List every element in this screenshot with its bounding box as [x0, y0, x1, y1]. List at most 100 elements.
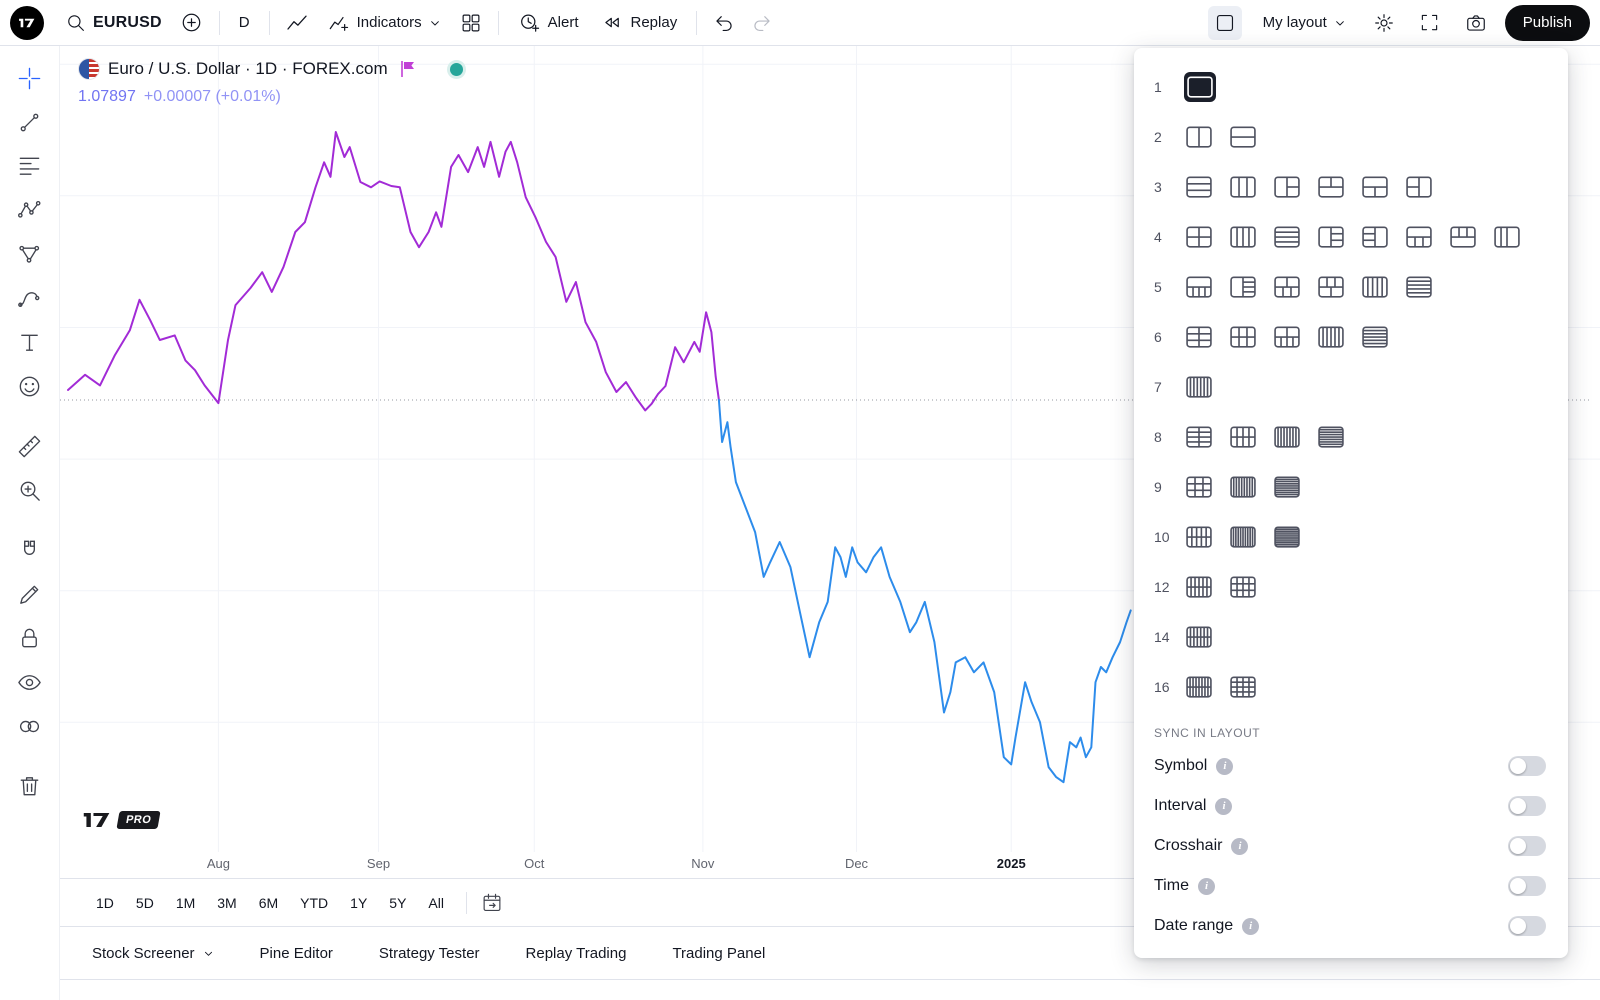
layout-option-4-3T1B[interactable] — [1448, 224, 1478, 250]
layout-option-5-3T2B[interactable] — [1316, 274, 1346, 300]
trend-line-tool[interactable] — [9, 102, 51, 142]
layout-option-3-1T2B[interactable] — [1360, 174, 1390, 200]
layout-option-5-1T4B[interactable] — [1184, 274, 1214, 300]
range-button-5y[interactable]: 5Y — [379, 890, 416, 916]
layout-option-9-c9[interactable] — [1228, 474, 1258, 500]
layout-option-6-c6[interactable] — [1316, 324, 1346, 350]
range-button-3m[interactable]: 3M — [207, 890, 246, 916]
undo-button[interactable] — [707, 6, 741, 40]
tab-replay-trading[interactable]: Replay Trading — [526, 945, 627, 962]
layout-option-1-g11[interactable] — [1184, 72, 1216, 102]
layout-option-2-r2[interactable] — [1228, 124, 1258, 150]
tab-trading-panel[interactable]: Trading Panel — [672, 945, 765, 962]
fib-retracement-tool[interactable] — [9, 146, 51, 186]
measure-ruler-tool[interactable] — [9, 426, 51, 466]
tab-stock-screener[interactable]: Stock Screener — [92, 945, 214, 962]
sync-symbol-toggle[interactable] — [1508, 756, 1546, 776]
range-button-ytd[interactable]: YTD — [290, 890, 338, 916]
sync-crosshair-toggle[interactable] — [1508, 836, 1546, 856]
info-icon[interactable]: i — [1242, 917, 1260, 935]
object-rings-tool[interactable] — [9, 706, 51, 746]
layout-option-8-g42[interactable] — [1228, 424, 1258, 450]
layout-option-12-g43[interactable] — [1228, 574, 1258, 600]
layout-option-16-g82[interactable] — [1184, 674, 1214, 700]
layout-option-5-2T3B[interactable] — [1272, 274, 1302, 300]
layout-option-4-1L3R[interactable] — [1316, 224, 1346, 250]
x-axis-label[interactable]: Aug — [206, 856, 231, 871]
sync-date-range-toggle[interactable] — [1508, 916, 1546, 936]
range-button-1y[interactable]: 1Y — [340, 890, 377, 916]
x-axis-label[interactable]: Sep — [366, 856, 391, 871]
magnet-tool[interactable] — [9, 530, 51, 570]
layout-option-16-g44[interactable] — [1228, 674, 1258, 700]
layout-name-button[interactable]: My layout — [1254, 6, 1355, 40]
layout-option-8-g24[interactable] — [1184, 424, 1214, 450]
layout-option-4-1T3B[interactable] — [1404, 224, 1434, 250]
tradingview-logo[interactable] — [10, 5, 44, 40]
interval-button[interactable]: D — [230, 6, 259, 40]
layout-option-4-c4L[interactable] — [1492, 224, 1522, 250]
publish-button[interactable]: Publish — [1504, 4, 1590, 41]
layout-option-6-g32[interactable] — [1228, 324, 1258, 350]
time-axis[interactable]: Aug Sep Oct Nov Dec 2025 — [60, 852, 1600, 878]
layout-option-3-c3[interactable] — [1228, 174, 1258, 200]
info-icon[interactable]: i — [1215, 797, 1233, 815]
layout-option-5-r5[interactable] — [1404, 274, 1434, 300]
indicators-button[interactable]: Indicators — [318, 6, 450, 40]
layout-option-3-1L2R[interactable] — [1272, 174, 1302, 200]
screenshot-camera-button[interactable] — [1459, 6, 1493, 40]
xabcd-pattern-tool[interactable] — [9, 190, 51, 230]
compare-add-button[interactable] — [175, 6, 209, 40]
layout-option-3-2L1R[interactable] — [1404, 174, 1434, 200]
x-axis-label[interactable]: 2025 — [996, 856, 1026, 871]
hide-drawings-tool[interactable] — [9, 662, 51, 702]
layout-option-4-3L1R[interactable] — [1360, 224, 1390, 250]
x-axis-label[interactable]: Dec — [844, 856, 869, 871]
layout-option-12-g62[interactable] — [1184, 574, 1214, 600]
range-button-6m[interactable]: 6M — [249, 890, 288, 916]
layout-option-7-c7[interactable] — [1184, 374, 1214, 400]
sync-interval-toggle[interactable] — [1508, 796, 1546, 816]
layout-option-9-r9[interactable] — [1272, 474, 1302, 500]
crosshair-tool[interactable] — [9, 58, 51, 98]
range-button-1m[interactable]: 1M — [166, 890, 205, 916]
layout-option-4-g22[interactable] — [1184, 224, 1214, 250]
layout-select-button[interactable] — [1207, 5, 1242, 40]
market-status-dot[interactable] — [449, 62, 463, 76]
info-icon[interactable]: i — [1231, 837, 1249, 855]
drawing-mode-tool[interactable] — [9, 574, 51, 614]
remove-drawings-tool[interactable] — [9, 766, 51, 806]
info-icon[interactable]: i — [1216, 757, 1234, 775]
tab-pine-editor[interactable]: Pine Editor — [260, 945, 333, 962]
symbol-title[interactable]: Euro / U.S. Dollar · 1D · FOREX.com — [108, 59, 388, 78]
x-axis-label[interactable]: Oct — [524, 856, 545, 871]
layout-option-6-g23[interactable] — [1184, 324, 1214, 350]
replay-button[interactable]: Replay — [592, 6, 687, 40]
sync-time-toggle[interactable] — [1508, 876, 1546, 896]
lock-drawings-tool[interactable] — [9, 618, 51, 658]
layout-option-3-r3[interactable] — [1184, 174, 1214, 200]
layout-option-8-c8[interactable] — [1272, 424, 1302, 450]
tab-strategy-tester[interactable]: Strategy Tester — [379, 945, 480, 962]
emoji-tool[interactable] — [9, 366, 51, 406]
alert-button[interactable]: Alert — [509, 6, 588, 40]
layout-option-5-c5[interactable] — [1360, 274, 1390, 300]
flag-symbol-icon[interactable] — [400, 60, 416, 78]
info-icon[interactable]: i — [1197, 877, 1215, 895]
layout-option-2-c2[interactable] — [1184, 124, 1214, 150]
symbol-search-button[interactable]: EURUSD — [56, 6, 171, 40]
range-button-5d[interactable]: 5D — [126, 890, 164, 916]
layout-option-9-g33[interactable] — [1184, 474, 1214, 500]
go-to-date-button[interactable] — [477, 888, 507, 918]
redo-button[interactable] — [745, 6, 779, 40]
layout-option-5-1L4R[interactable] — [1228, 274, 1258, 300]
zoom-in-tool[interactable] — [9, 470, 51, 510]
layout-option-4-c4[interactable] — [1228, 224, 1258, 250]
range-button-1d[interactable]: 1D — [86, 890, 124, 916]
chart-style-button[interactable] — [280, 6, 314, 40]
layout-option-14-g72[interactable] — [1184, 624, 1214, 650]
layout-option-4-r4[interactable] — [1272, 224, 1302, 250]
text-tool[interactable] — [9, 322, 51, 362]
layout-option-10-c10[interactable] — [1228, 524, 1258, 550]
layout-option-6-r6[interactable] — [1360, 324, 1390, 350]
